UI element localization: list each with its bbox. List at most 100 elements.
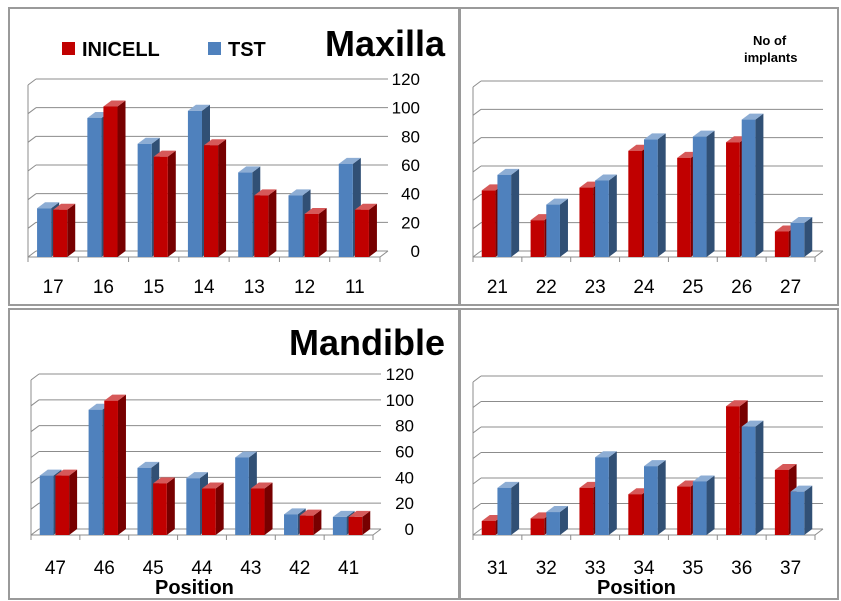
bar-tst-top — [137, 137, 160, 144]
bar-inicell — [774, 231, 789, 257]
bar-inicell-side — [69, 469, 78, 535]
bar-inicell — [304, 214, 319, 257]
bar-inicell — [299, 515, 314, 535]
bar-tst-side — [804, 217, 813, 257]
bar-tst — [595, 457, 609, 535]
y-tick-label: 60 — [401, 156, 420, 175]
bar-inicell-side — [167, 150, 176, 257]
legend: INICELL TST — [62, 39, 266, 61]
y-tick-label: 80 — [395, 417, 414, 436]
heading-maxilla: Maxilla — [325, 23, 446, 64]
x-tick-label: 35 — [682, 558, 703, 579]
bar-inicell — [774, 469, 789, 535]
bar-tst-top — [692, 475, 715, 482]
bar-tst-side — [657, 133, 666, 257]
gridline-diagonal — [27, 107, 37, 115]
bar-inicell-top — [103, 100, 126, 107]
bar-tst — [497, 174, 512, 257]
x-tick-label: 26 — [731, 277, 752, 298]
bar-inicell-top — [104, 394, 126, 401]
bar-inicell-top — [153, 150, 176, 157]
bar-tst — [546, 204, 560, 257]
x-tick-label: 22 — [536, 277, 557, 298]
bar-inicell — [726, 142, 740, 257]
bar-tst — [790, 491, 805, 535]
bar-tst-top — [595, 174, 617, 181]
bar-inicell-top — [304, 208, 327, 214]
x-tick-label: 36 — [731, 558, 752, 579]
bar-inicell-side — [166, 477, 175, 535]
bar-tst-top — [187, 104, 210, 111]
bar-tst-top — [497, 168, 520, 175]
x-tick-label: 32 — [536, 558, 557, 579]
x-tick-label: 21 — [487, 277, 508, 298]
gridline-diagonal — [27, 250, 37, 258]
gridline-diagonal — [472, 375, 482, 383]
bar-tst — [284, 514, 298, 535]
bar-inicell-side — [218, 139, 227, 257]
bar-inicell-side — [368, 203, 377, 257]
x-tick-label: 44 — [191, 558, 213, 579]
heading-mandible: Mandible — [289, 322, 445, 363]
bar-inicell — [677, 486, 691, 535]
bar-tst-top — [37, 202, 60, 209]
bar-tst-top — [39, 469, 62, 476]
y-tick-label: 0 — [411, 242, 420, 261]
gridline-diagonal — [30, 451, 40, 458]
bar-tst — [137, 467, 152, 535]
bar-inicell-top — [202, 482, 224, 489]
y-tick-label: 0 — [405, 520, 414, 539]
x-tick-label: 47 — [45, 558, 66, 579]
bar-tst-side — [755, 420, 764, 535]
gridline-diagonal — [472, 528, 482, 536]
bar-inicell — [628, 494, 642, 535]
x-tick-label: 14 — [193, 277, 215, 298]
x-tick-label: 31 — [487, 558, 508, 579]
bar-inicell — [354, 209, 369, 257]
x-tick-label: 25 — [682, 277, 703, 298]
bar-tst-side — [706, 130, 715, 257]
bar-tst — [338, 163, 353, 257]
bar-inicell-side — [362, 510, 371, 535]
bar-inicell-side — [215, 482, 224, 535]
bar-tst-top — [790, 217, 813, 223]
gridline-diagonal — [30, 399, 40, 407]
bar-inicell — [530, 518, 545, 535]
bar-tst — [546, 512, 560, 535]
x-axis-label-mandible-left: Position — [597, 577, 676, 599]
gridline-diagonal — [472, 165, 482, 173]
gridline-diagonal — [27, 164, 37, 172]
bar-tst-top — [238, 166, 261, 173]
bar-tst — [692, 136, 707, 257]
bar-tst-top — [546, 506, 568, 513]
bar-tst-side — [608, 451, 617, 535]
y-tick-label: 100 — [392, 99, 420, 118]
bar-inicell-side — [313, 509, 322, 535]
x-axis-label-mandible-right: Position — [155, 577, 234, 599]
bar-tst-top — [235, 451, 257, 458]
bar-inicell-top — [153, 477, 175, 484]
bar-inicell-top — [254, 189, 277, 196]
legend-label-inicell: INICELL — [82, 39, 160, 61]
bar-inicell — [153, 483, 167, 535]
gridline-diagonal — [472, 452, 482, 459]
gridline-diagonal — [472, 503, 482, 510]
bar-tst-top — [644, 460, 666, 467]
gridline-diagonal — [30, 373, 40, 381]
x-tick-label: 34 — [633, 558, 655, 579]
gridline-diagonal — [30, 425, 40, 433]
y-tick-label: 60 — [395, 443, 414, 462]
x-tick-label: 12 — [294, 277, 315, 298]
bar-tst-top — [497, 481, 520, 488]
bar-tst — [187, 110, 202, 257]
panel-border-mandible-left-teeth — [459, 308, 839, 600]
bar-tst-side — [559, 506, 568, 535]
gridline-diagonal — [472, 477, 482, 485]
bar-tst — [497, 487, 512, 535]
bar-inicell — [579, 187, 594, 257]
bar-tst — [186, 478, 200, 535]
bar-inicell-side — [264, 482, 273, 535]
y-tick-label: 100 — [386, 391, 414, 410]
bar-inicell-top — [774, 463, 797, 470]
